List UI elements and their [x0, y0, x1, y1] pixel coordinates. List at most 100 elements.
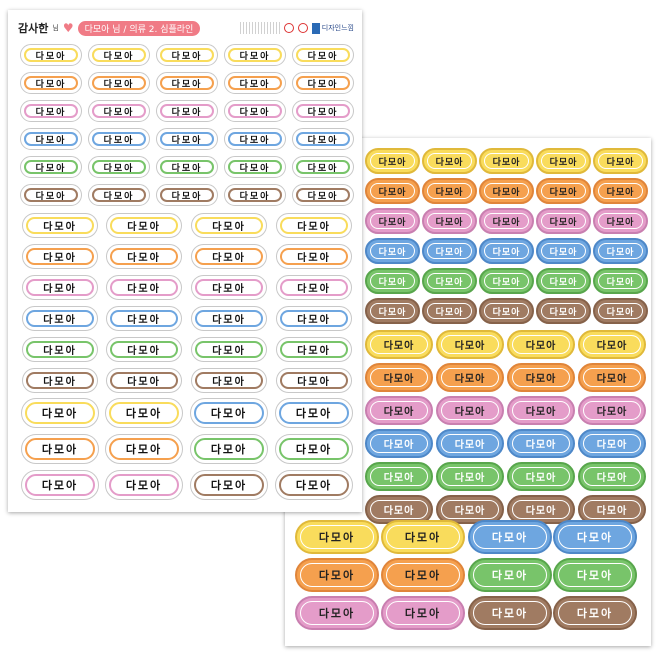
sticker-text: 다모아: [43, 346, 77, 357]
name-sticker-pink: 다모아: [507, 396, 575, 425]
front-sticker-sheet: 감사한 님 ♥ 다모아 님 / 의류 2. 심플라인 디자인느낌 다모아 다모아 다…: [8, 10, 362, 512]
name-sticker-orange: 다모아: [422, 178, 477, 204]
name-sticker-orange: 다모아: [381, 558, 465, 592]
sticker-text: 다모아: [171, 163, 203, 174]
sticker-text: 다모아: [492, 187, 521, 198]
name-sticker-orange: 다모아: [276, 244, 352, 269]
name-sticker-blue: 다모아: [507, 429, 575, 458]
sticker-text: 다모아: [239, 135, 271, 146]
sticker-text: 다모아: [454, 506, 486, 517]
sticker-text: 다모아: [383, 407, 415, 418]
sticker-text: 다모아: [297, 346, 331, 357]
name-sticker-pink: 다모아: [578, 396, 646, 425]
sticker-text: 다모아: [383, 341, 415, 352]
sticker-text: 다모아: [378, 217, 407, 228]
fine-print: [239, 22, 280, 34]
sticker-text: 다모아: [404, 569, 442, 582]
sticker-text: 다모아: [41, 407, 79, 420]
name-sticker-yellow: 다모아: [106, 213, 182, 238]
sticker-text: 다모아: [295, 479, 333, 492]
sticker-text: 다모아: [549, 157, 578, 168]
name-sticker-orange: 다모아: [292, 72, 354, 94]
name-sticker-blue: 다모아: [224, 128, 286, 150]
sticker-text: 다모아: [212, 222, 246, 233]
brand-logo: 디자인느낌: [311, 22, 354, 34]
name-sticker-blue: 다모아: [191, 306, 267, 331]
sticker-text: 다모아: [35, 107, 67, 118]
sticker-text: 다모아: [525, 407, 557, 418]
name-sticker-brown: 다모아: [88, 184, 150, 206]
name-sticker-pink: 다모아: [593, 208, 648, 234]
sticker-text: 다모아: [454, 407, 486, 418]
sticker-text: 다모아: [35, 135, 67, 146]
sticker-text: 다모아: [606, 307, 635, 318]
name-sticker-orange: 다모아: [224, 72, 286, 94]
sticker-text: 다모아: [125, 479, 163, 492]
sticker-text: 다모아: [378, 247, 407, 258]
sticker-text: 다모아: [525, 440, 557, 451]
name-sticker-yellow: 다모아: [88, 44, 150, 66]
sticker-text: 다모아: [125, 407, 163, 420]
sticker-text: 다모아: [171, 51, 203, 62]
name-sticker-brown: 다모아: [276, 368, 352, 393]
sticker-text: 다모아: [103, 135, 135, 146]
name-sticker-yellow: 다모아: [20, 44, 82, 66]
name-sticker-green: 다모아: [422, 268, 477, 294]
name-sticker-pink: 다모아: [20, 100, 82, 122]
sticker-text: 다모아: [43, 253, 77, 264]
sticker-text: 다모아: [307, 107, 339, 118]
back-sticker-sheet: 다모아 다모아 다모아 다모아 다모아 다모아 다모아 다모아 다모아 다모아 다모아 다모아 다모아 다…: [285, 138, 651, 646]
sticker-text: 다모아: [318, 569, 356, 582]
sticker-text: 다모아: [383, 374, 415, 385]
name-sticker-green: 다모아: [479, 268, 534, 294]
name-sticker-blue: 다모아: [190, 398, 268, 428]
sticker-text: 다모아: [492, 217, 521, 228]
name-sticker-green: 다모아: [156, 156, 218, 178]
sticker-text: 다모아: [127, 346, 161, 357]
name-sticker-green: 다모아: [22, 337, 98, 362]
sticker-text: 다모아: [404, 607, 442, 620]
sticker-text: 다모아: [307, 135, 339, 146]
name-sticker-pink: 다모아: [21, 470, 99, 500]
sticker-text: 다모아: [318, 607, 356, 620]
name-sticker-blue: 다모아: [593, 238, 648, 264]
name-sticker-blue: 다모아: [88, 128, 150, 150]
name-sticker-blue: 다모아: [20, 128, 82, 150]
name-sticker-yellow: 다모아: [365, 330, 433, 359]
sticker-text: 다모아: [491, 569, 529, 582]
name-sticker-blue: 다모아: [292, 128, 354, 150]
name-sticker-yellow: 다모아: [191, 213, 267, 238]
name-sticker-orange: 다모아: [295, 558, 379, 592]
sticker-text: 다모아: [43, 315, 77, 326]
sticker-text: 다모아: [492, 157, 521, 168]
name-sticker-brown: 다모아: [553, 596, 637, 630]
sticker-text: 다모아: [576, 531, 614, 544]
name-sticker-brown: 다모아: [365, 298, 420, 324]
sticker-text: 다모아: [435, 187, 464, 198]
sticker-text: 다모아: [525, 374, 557, 385]
sticker-text: 다모아: [297, 377, 331, 388]
sticker-text: 다모아: [239, 191, 271, 202]
sticker-text: 다모아: [383, 473, 415, 484]
sticker-text: 다모아: [454, 341, 486, 352]
sticker-text: 다모아: [103, 79, 135, 90]
sticker-text: 다모아: [549, 187, 578, 198]
name-sticker-yellow: 다모아: [156, 44, 218, 66]
name-sticker-pink: 다모아: [105, 470, 183, 500]
name-sticker-blue: 다모아: [553, 520, 637, 554]
sticker-text: 다모아: [596, 341, 628, 352]
name-sticker-pink: 다모아: [381, 596, 465, 630]
name-sticker-green: 다모아: [191, 337, 267, 362]
sticker-text: 다모아: [491, 607, 529, 620]
name-sticker-green: 다모아: [536, 268, 591, 294]
sticker-text: 다모아: [212, 346, 246, 357]
name-sticker-pink: 다모아: [436, 396, 504, 425]
name-sticker-yellow: 다모아: [436, 330, 504, 359]
name-sticker-orange: 다모아: [106, 244, 182, 269]
sticker-text: 다모아: [454, 374, 486, 385]
name-sticker-pink: 다모아: [224, 100, 286, 122]
sticker-text: 다모아: [307, 163, 339, 174]
name-sticker-pink: 다모아: [479, 208, 534, 234]
name-sticker-yellow: 다모아: [224, 44, 286, 66]
sticker-text: 다모아: [43, 377, 77, 388]
